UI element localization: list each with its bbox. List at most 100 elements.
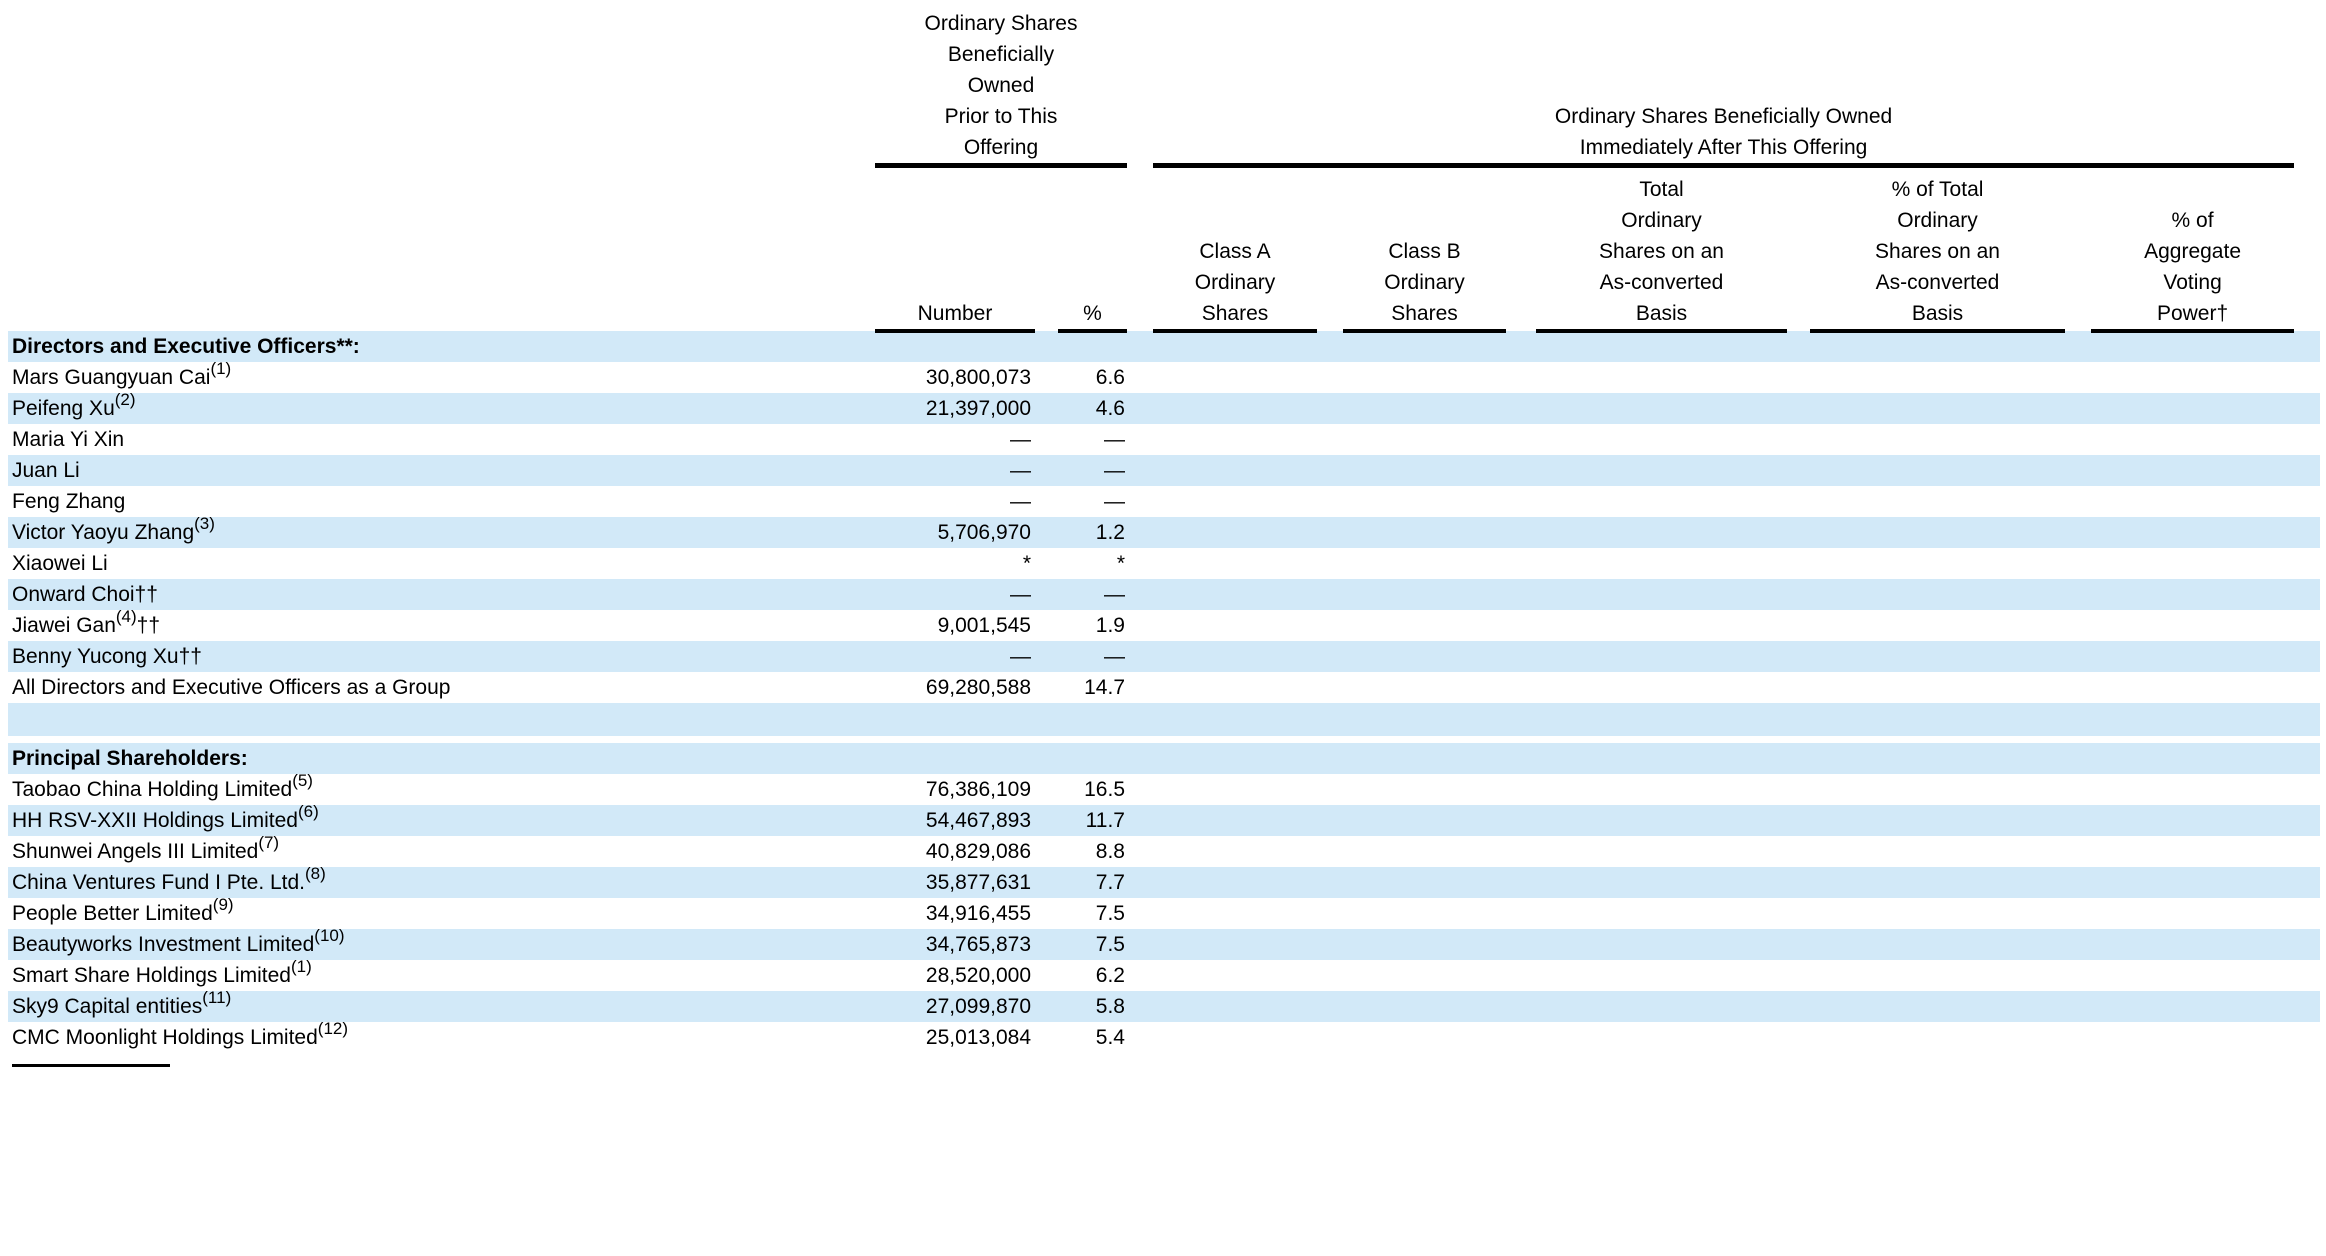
gap-cell [1127,929,1153,960]
gap-cell [1787,641,1810,672]
col-header-line: Shares on an [1875,240,2000,263]
gap-cell [1127,867,1153,898]
col-header-line: Shares [1201,302,1269,325]
gap-cell [2294,1022,2320,1053]
gap-cell [2294,898,2320,929]
class-b-cell [1343,331,1506,362]
gap-cell [1506,486,1536,517]
gap-cell [2294,393,2320,424]
gap-cell [1127,960,1153,991]
group-header-row: Ordinary Shares Beneficially Owned Prior… [8,8,2320,168]
class-a-cell [1153,898,1317,929]
holder-name-cell: Peifeng Xu(2) [8,391,875,424]
gap-cell [1035,898,1058,929]
voting-power-cell [2091,867,2294,898]
col-header-line: Ordinary [1897,209,1978,232]
shares-percent-cell: * [1116,552,1125,575]
col-header-line: Aggregate [2144,240,2242,263]
gap-cell [2065,805,2091,836]
gap-cell [1787,672,1810,703]
gap-cell [1506,703,1536,736]
gap-cell [2065,166,2091,332]
gap-cell [1506,743,1536,774]
class-b-cell [1343,991,1506,1022]
gap-cell [1127,703,1153,736]
gap-cell [1035,424,1058,455]
gap-cell [2294,805,2320,836]
shares-percent-cell: — [1104,459,1125,482]
voting-power-cell [2091,991,2294,1022]
gap-cell [2065,1022,2091,1053]
footnote-reference: (3) [194,514,215,533]
voting-power-cell [2091,960,2294,991]
gap-cell [1127,517,1153,548]
gap-cell [2294,517,2320,548]
pct-total-as-converted-cell [1810,579,2065,610]
shares-percent-cell: — [1104,645,1125,668]
gap-cell [1127,672,1153,703]
voting-power-cell [2091,672,2294,703]
blank-row [8,703,2321,736]
gap-cell [1506,517,1536,548]
total-as-converted-cell [1536,703,1787,736]
class-a-cell [1153,331,1317,362]
gap-cell [1035,579,1058,610]
pct-total-as-converted-cell [1810,991,2065,1022]
holder-name-text: Sky9 Capital entities [12,995,203,1018]
gap-cell [1317,641,1343,672]
class-a-cell [1153,424,1317,455]
total-as-converted-cell [1536,424,1787,455]
class-b-cell [1343,641,1506,672]
gap-cell [1127,486,1153,517]
table-row: CMC Moonlight Holdings Limited(12) 25,013… [8,1020,2320,1053]
total-as-converted-cell [1536,362,1787,393]
holder-name-cell: China Ventures Fund I Pte. Ltd.(8) [8,865,875,898]
gap-cell [2294,424,2320,455]
holder-name-text: Mars Guangyuan Cai [12,366,211,389]
class-b-cell [1343,393,1506,424]
shares-number-cell: 9,001,545 [937,614,1031,637]
holder-name-cell: Shunwei Angels III Limited(7) [8,834,875,867]
voting-power-cell [2091,1022,2294,1053]
gap-cell [1787,805,1810,836]
shares-number-cell: 35,877,631 [925,871,1031,894]
gap-cell [2294,774,2320,805]
gap-cell [2065,486,2091,517]
gap-cell [2294,579,2320,610]
gap-cell [1127,455,1153,486]
footnote-reference: (6) [297,802,319,821]
total-as-converted-cell [1536,331,1787,362]
gap-cell [1035,486,1058,517]
total-as-converted-cell [1536,736,1787,743]
total-as-converted-cell [1536,393,1787,424]
gap-cell [1035,836,1058,867]
class-b-cell [1343,743,1506,774]
gap-cell [1035,960,1058,991]
gap-cell [2294,548,2320,579]
total-as-converted-cell [1536,960,1787,991]
table-row: Beautyworks Investment Limited(10) 34,765… [8,927,2321,960]
holder-name-text: CMC Moonlight Holdings Limited [12,1026,318,1049]
gap-cell [1127,898,1153,929]
gap-cell [1787,424,1810,455]
gap-cell [1035,362,1058,393]
section-header-row: Principal Shareholders: [8,743,2321,774]
holder-name-cell: Victor Yaoyu Zhang(3) [8,514,875,548]
pct-total-as-converted-cell [1810,548,2065,579]
gap-cell [1035,393,1058,424]
class-a-cell [1153,991,1317,1022]
gap-cell [1127,424,1153,455]
gap-cell [1787,743,1810,774]
class-a-cell [1153,641,1317,672]
table-row: Benny Yucong Xu†† — — [8,641,2321,672]
total-as-converted-cell [1536,579,1787,610]
shares-number-cell: 28,520,000 [925,964,1031,987]
column-header-row: Number % Class A Ordinary Shares Class B… [8,165,2320,333]
shares-number-cell: * [1022,552,1031,575]
gap-cell [1127,641,1153,672]
shares-percent-cell: 5.4 [1095,1026,1125,1049]
voting-power-cell [2091,331,2294,362]
gap-cell [1035,743,1058,774]
voting-power-cell [2091,836,2294,867]
class-b-cell [1343,362,1506,393]
